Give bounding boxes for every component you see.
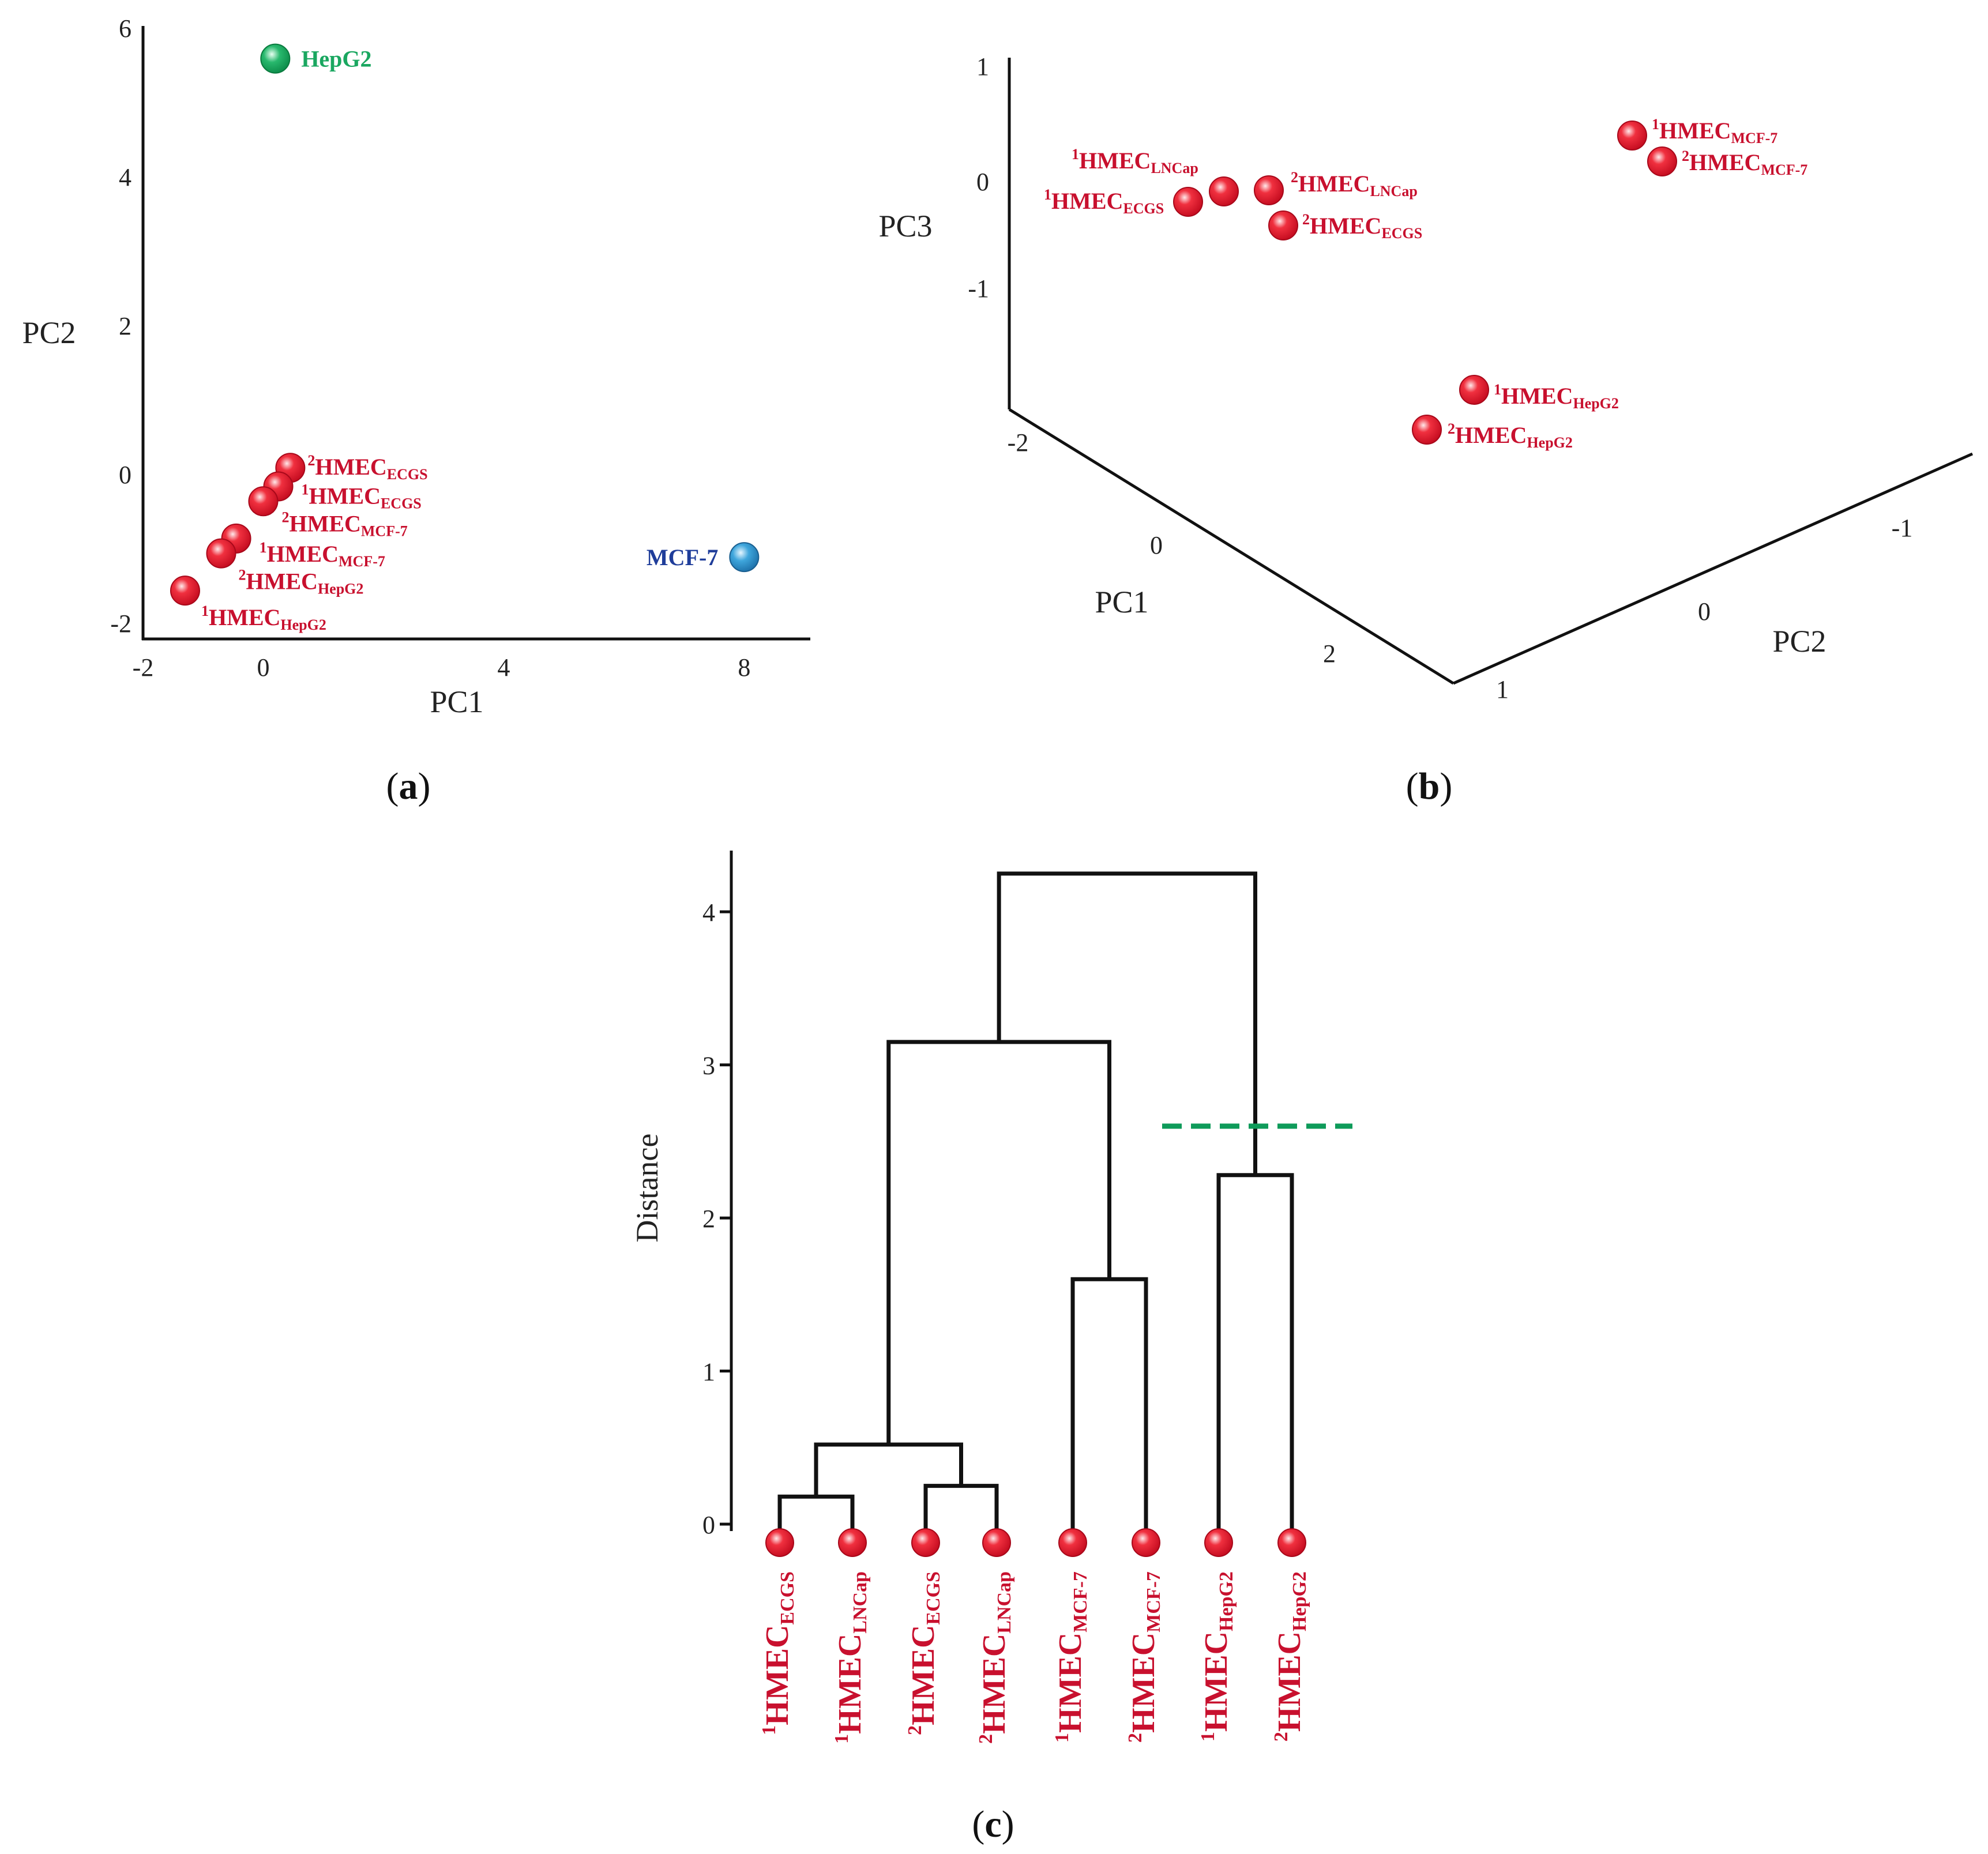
panel-c-links [777,871,1294,1531]
panel-a-point [248,486,279,517]
panel-a-point-label: 2HMECMCF-7 [281,509,407,539]
panel-a-point [170,576,200,606]
panel-c-tick-label: 1 [702,1358,715,1386]
panel-c-leaf-label: 2HMECHepG2 [1271,1571,1310,1742]
panel-a-letter: a [399,765,418,807]
panel-a-point-label: 1HMECHepG2 [201,603,326,633]
panel-c-tick-label: 3 [702,1052,715,1080]
panel-b-point [1617,121,1647,151]
panel-c-leaf [911,1528,940,1557]
panel-c-leaf-label: 1HMECMCF-7 [1051,1571,1091,1743]
panel-c-tick-label: 0 [702,1511,715,1539]
panel-a-ytick-label: 0 [119,461,131,489]
panel-b-point-label: 1HMECECGS [1044,186,1164,217]
panel-b-point-label: 1HMECLNCap [1072,146,1198,176]
panel-c-tick-label: 4 [702,898,715,927]
panel-a-point-label: 2HMECECGS [307,452,427,483]
panel-a-ytick-label: 2 [119,312,131,340]
panel-a-xtick-label: -2 [133,653,154,682]
panel-b-ytick-neg1: -1 [1892,514,1913,542]
panel-c-leaf-label: 2HMECECGS [904,1571,944,1735]
panel-c-link [886,1040,1111,1445]
panel-b-point [1459,375,1489,405]
panel-b-xlabel: PC1 [1095,585,1148,619]
panel-a-ylabel: PC2 [22,315,76,350]
panel-a-point [260,43,291,74]
panel-a-label: (a) [386,765,431,807]
panel-a-xtick-label: 4 [497,653,510,682]
panel-a-xtick-label: 8 [738,653,750,682]
panel-b-ytick-0: 0 [1698,597,1711,626]
panel-b-3d-scatter: 1 0 -1 PC3 -2 0 2 PC1 1 0 -1 PC2 1HMECLN… [878,52,1974,807]
panel-c-dendrogram: 0 1 2 3 4 Distance 1HMECECGS 1HMECLNCap 2HMECE… [630,851,1352,1845]
panel-c-link [777,1494,855,1531]
panel-b-pc1-axis [1008,408,1455,685]
panel-b-ytick-1: 1 [1496,675,1509,704]
panel-a-ytick-label: -2 [110,610,131,638]
panel-b-point [1412,415,1442,445]
panel-a-point [206,538,236,569]
panel-a-ytick-label: 4 [119,163,131,191]
panel-b-ztick-0: 0 [976,168,989,196]
panel-b-point [1209,176,1239,206]
panel-c-leaf [982,1528,1011,1557]
panel-b-ylabel: PC2 [1772,624,1826,659]
panel-a-point [729,542,760,573]
panel-c-leaf-label: 2HMECMCF-7 [1125,1571,1164,1743]
panel-b-point-label: 1HMECHepG2 [1494,381,1619,412]
panel-a-point-label: 2HMECHepG2 [239,567,364,597]
panel-c-leaf [1058,1528,1087,1557]
panel-a-ticks: -2 0 4 8 -2 0 2 4 6 [110,14,750,682]
panel-b-zlabel: PC3 [878,209,932,243]
panel-c-leaf-label: 1HMECLNCap [831,1571,871,1744]
panel-c-link [997,871,1257,1175]
panel-c-label: (c) [972,1803,1014,1845]
panel-b-ztick-1: 1 [976,52,989,81]
panel-b-xtick-2: 2 [1323,640,1336,668]
panel-a-point-label: 1HMECECGS [302,482,422,512]
panel-c-leaf-label: 2HMECLNCap [975,1571,1015,1744]
panel-b-point-label: 2HMECMCF-7 [1682,148,1807,178]
panel-b-point [1647,146,1677,176]
panel-b-point-label: 2HMECHepG2 [1448,420,1573,451]
panel-c-leaf-label: 1HMECECGS [758,1571,798,1735]
panel-b-pc2-axis [1452,452,1974,685]
panel-c-leaves: 1HMECECGS 1HMECLNCap 2HMECECGS 2HMECLNCap 1H… [758,1528,1310,1744]
panel-b-point-label: 1HMECMCF-7 [1652,116,1777,146]
panel-b-xtick-0: 0 [1150,531,1163,559]
panel-c-leaf [1204,1528,1233,1557]
panel-c-leaf [765,1528,794,1557]
panel-a-xtick-label: 0 [257,653,269,682]
panel-b-point-label: 2HMECECGS [1302,211,1422,242]
panel-c-link [1070,1277,1148,1531]
panel-c-link [1216,1173,1294,1531]
panel-b-label: (b) [1406,765,1453,807]
panel-b-point [1173,187,1203,217]
panel-b-point [1254,175,1284,205]
panel-c-ylabel: Distance [630,1134,664,1243]
panel-b-points: 1HMECLNCap 1HMECECGS 2HMECLNCap 2HMECECGS 1H… [1044,116,1807,451]
panel-b-xtick-neg2: -2 [1008,428,1029,457]
panel-a-ytick-label: 6 [119,14,131,43]
panel-a-points: HepG2MCF-72HMECECGS1HMECECGS2HMECMCF-71H… [170,43,760,633]
panel-c-link [923,1484,999,1531]
panel-c-leaf [838,1528,867,1557]
panel-c-tick-label: 2 [702,1205,715,1233]
panel-b-ztick-neg1: -1 [968,274,989,303]
panel-c-leaf [1277,1528,1306,1557]
panel-c-leaf-label: 1HMECHepG2 [1197,1571,1237,1742]
panel-b-point-label: 2HMECLNCap [1291,169,1418,200]
panel-c-letter: c [984,1803,1001,1845]
panel-c-leaf [1132,1528,1160,1557]
panel-b-point [1268,210,1298,240]
panel-c-ticks: 0 1 2 3 4 [702,898,731,1539]
panel-a-point-label: HepG2 [301,46,371,72]
panel-a-xlabel: PC1 [430,685,483,719]
panel-c-link [814,1442,963,1497]
panel-a-point-label: MCF-7 [647,544,718,570]
panel-a-point-label: 1HMECMCF-7 [260,539,385,570]
panel-b-letter: b [1419,765,1440,807]
